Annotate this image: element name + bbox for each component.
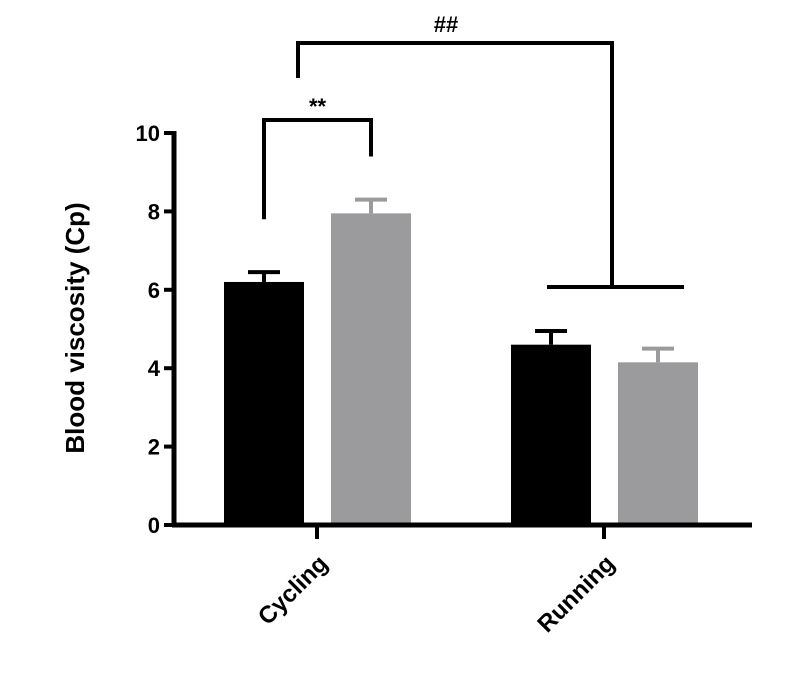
bar-running-1: [511, 344, 591, 525]
plot-area: 0 2 4 6 8 10 Cycling Running ** ##: [136, 12, 752, 638]
y-tick-label-4: 4: [148, 356, 161, 381]
bar-running-2: [618, 362, 698, 525]
y-axis-title: Blood viscosity (Cp): [60, 202, 90, 453]
y-tick-label-2: 2: [148, 435, 160, 460]
y-tick-label-0: 0: [148, 513, 160, 538]
bar-cycling-1: [224, 281, 304, 525]
y-tick-label-10: 10: [136, 121, 160, 146]
y-tick-label-8: 8: [148, 199, 160, 224]
significance-bracket-group: [296, 41, 614, 287]
significance-bracket-cycling: [262, 118, 373, 220]
y-tick-label-6: 6: [148, 278, 160, 303]
category-label-running: Running: [532, 550, 620, 638]
bar-cycling-2: [331, 213, 411, 526]
category-label-cycling: Cycling: [253, 550, 333, 630]
significance-label-cycling: **: [309, 94, 327, 119]
significance-label-group: ##: [434, 12, 458, 37]
